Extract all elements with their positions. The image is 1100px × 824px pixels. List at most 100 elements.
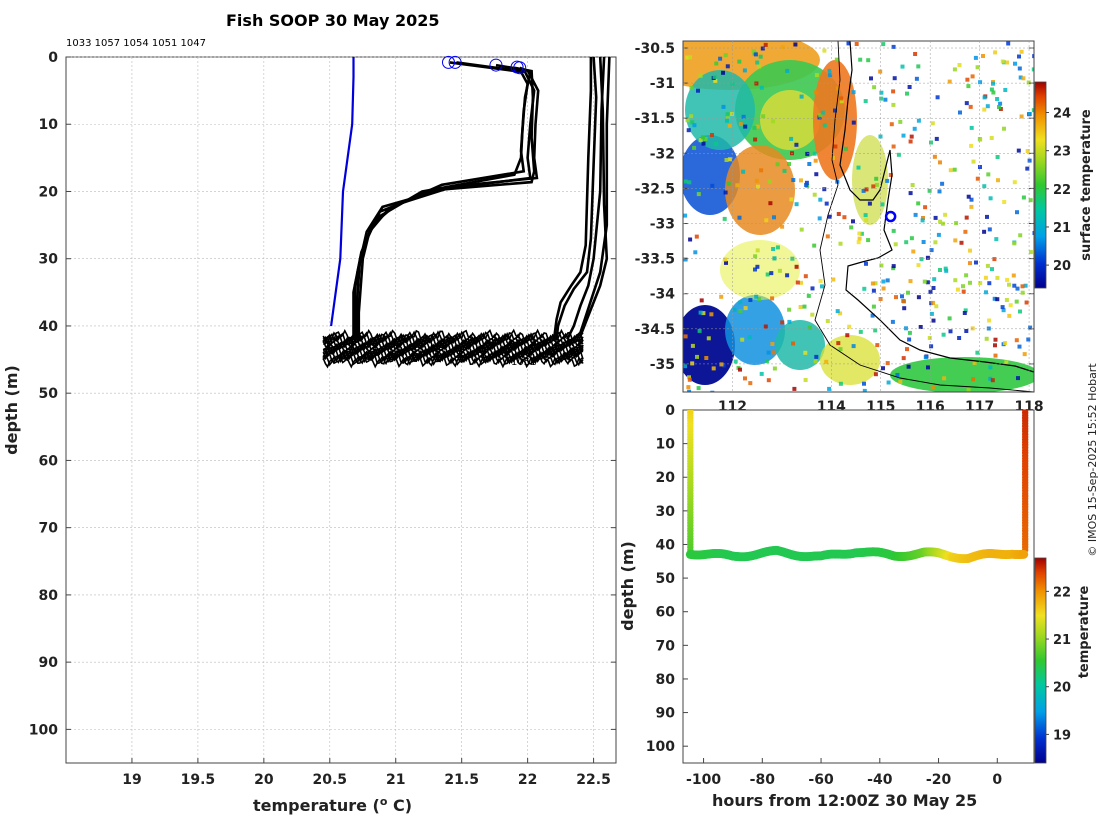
- map-y-tick-label: -31: [650, 76, 675, 92]
- track-colorbar-tick-label: 19: [1053, 728, 1071, 743]
- sst-pixel: [742, 68, 747, 73]
- sst-pixel: [961, 284, 965, 289]
- sst-pixel: [777, 268, 782, 273]
- sst-pixel: [690, 120, 695, 125]
- sst-pixel: [992, 296, 997, 301]
- sst-pixel: [772, 366, 777, 371]
- sst-pixel: [985, 214, 989, 219]
- sst-pixel: [1020, 290, 1025, 295]
- sst-pixel: [907, 85, 912, 89]
- sst-pixel: [733, 359, 738, 364]
- sst-pixel: [714, 61, 719, 66]
- sst-pixel: [871, 288, 876, 293]
- sst-pixel: [931, 286, 936, 290]
- sst-pixel: [683, 334, 688, 339]
- sst-pixel: [963, 229, 968, 234]
- sst-pixel: [995, 297, 1000, 302]
- sst-pixel: [984, 290, 988, 295]
- sst-pixel: [692, 123, 697, 128]
- sst-pixel: [987, 281, 992, 286]
- sst-pixel: [701, 141, 706, 146]
- sst-pixel: [862, 286, 867, 291]
- sst-pixel: [683, 364, 687, 369]
- track-x-tick-label: -100: [686, 772, 721, 788]
- sst-pixel: [1000, 59, 1005, 64]
- sst-pixel: [1028, 250, 1033, 255]
- sst-pixel: [886, 380, 891, 385]
- sst-pixel: [729, 112, 734, 116]
- sst-pixel: [861, 188, 866, 193]
- sst-pixel: [1025, 149, 1030, 153]
- sst-pixel: [794, 142, 799, 147]
- sst-pixel: [972, 360, 977, 365]
- track-ticks: -100 -80 -60 -40 -20 0 0 10 20 30 40 50 60 70 80 90 100: [646, 403, 1003, 788]
- sst-pixel: [1019, 49, 1024, 54]
- sst-pixel: [743, 376, 747, 381]
- sst-pixel: [975, 65, 980, 70]
- sst-pixel: [916, 201, 921, 206]
- sst-pixel: [1027, 112, 1032, 116]
- sst-pixel: [857, 236, 862, 241]
- sst-pixel: [888, 173, 893, 177]
- sst-pixel: [953, 278, 958, 283]
- profile-lines: [330, 57, 611, 344]
- sst-pixel: [933, 240, 938, 245]
- sst-pixel: [964, 101, 969, 106]
- profile-y-tick-label: 40: [39, 319, 59, 335]
- sst-pixel: [858, 57, 863, 62]
- profile-x-label: temperature (o C): [253, 795, 412, 815]
- sst-pixel: [756, 297, 761, 301]
- sst-pixel: [991, 90, 996, 95]
- sst-pixel: [703, 137, 708, 141]
- sst-pixel: [948, 329, 953, 334]
- sst-pixel: [719, 362, 724, 367]
- sst-pixel: [851, 90, 856, 95]
- profile-x-tick-label: 21: [386, 772, 405, 788]
- sst-pixel: [738, 300, 743, 305]
- sst-pixel: [753, 137, 758, 142]
- sst-pixel: [755, 264, 760, 269]
- sst-pixel: [690, 343, 695, 348]
- imos-credit: © IMOS 15-Sep-2025 15:52 Hobart: [1086, 363, 1099, 557]
- sst-pixel: [916, 295, 921, 300]
- sst-pixel: [1021, 76, 1026, 81]
- sst-pixel: [721, 70, 725, 75]
- sst-pixel: [741, 169, 746, 174]
- profile-y-tick-label: 100: [29, 722, 58, 738]
- sst-pixel: [747, 335, 752, 340]
- sst-pixel: [685, 55, 690, 60]
- sst-pixel: [1008, 303, 1013, 308]
- sst-pixel: [724, 260, 728, 265]
- sst-pixel: [894, 295, 898, 300]
- track-y-tick-label: 60: [656, 605, 676, 621]
- sst-pixel: [942, 376, 947, 381]
- sst-pixel: [986, 172, 991, 177]
- sst-pixel: [953, 238, 958, 243]
- sst-pixel: [988, 376, 993, 381]
- sst-pixel: [961, 289, 966, 294]
- sst-pixel: [828, 73, 833, 78]
- sst-pixel: [906, 364, 911, 369]
- sst-pixel: [689, 114, 694, 119]
- sst-pixel: [978, 80, 983, 85]
- sst-pixel: [721, 104, 726, 109]
- sst-pixel: [711, 366, 716, 371]
- sst-pixel: [879, 96, 884, 101]
- sst-pixel: [727, 123, 732, 128]
- sst-pixel: [930, 385, 935, 390]
- sst-pixel: [814, 73, 819, 78]
- profile-x-tick-label: 19: [122, 772, 141, 788]
- sst-pixel: [1014, 338, 1019, 343]
- sst-pixel: [712, 74, 717, 79]
- sst-pixel: [1020, 284, 1025, 289]
- sst-pixel: [870, 281, 875, 286]
- sst-pixel: [930, 121, 935, 126]
- sst-pixel: [905, 91, 909, 96]
- sst-pixel: [968, 248, 972, 253]
- sst-pixel: [989, 136, 994, 140]
- sst-pixel: [689, 85, 694, 90]
- sst-pixel: [971, 377, 976, 382]
- sst-pixel: [799, 94, 804, 99]
- sst-pixel: [978, 281, 983, 286]
